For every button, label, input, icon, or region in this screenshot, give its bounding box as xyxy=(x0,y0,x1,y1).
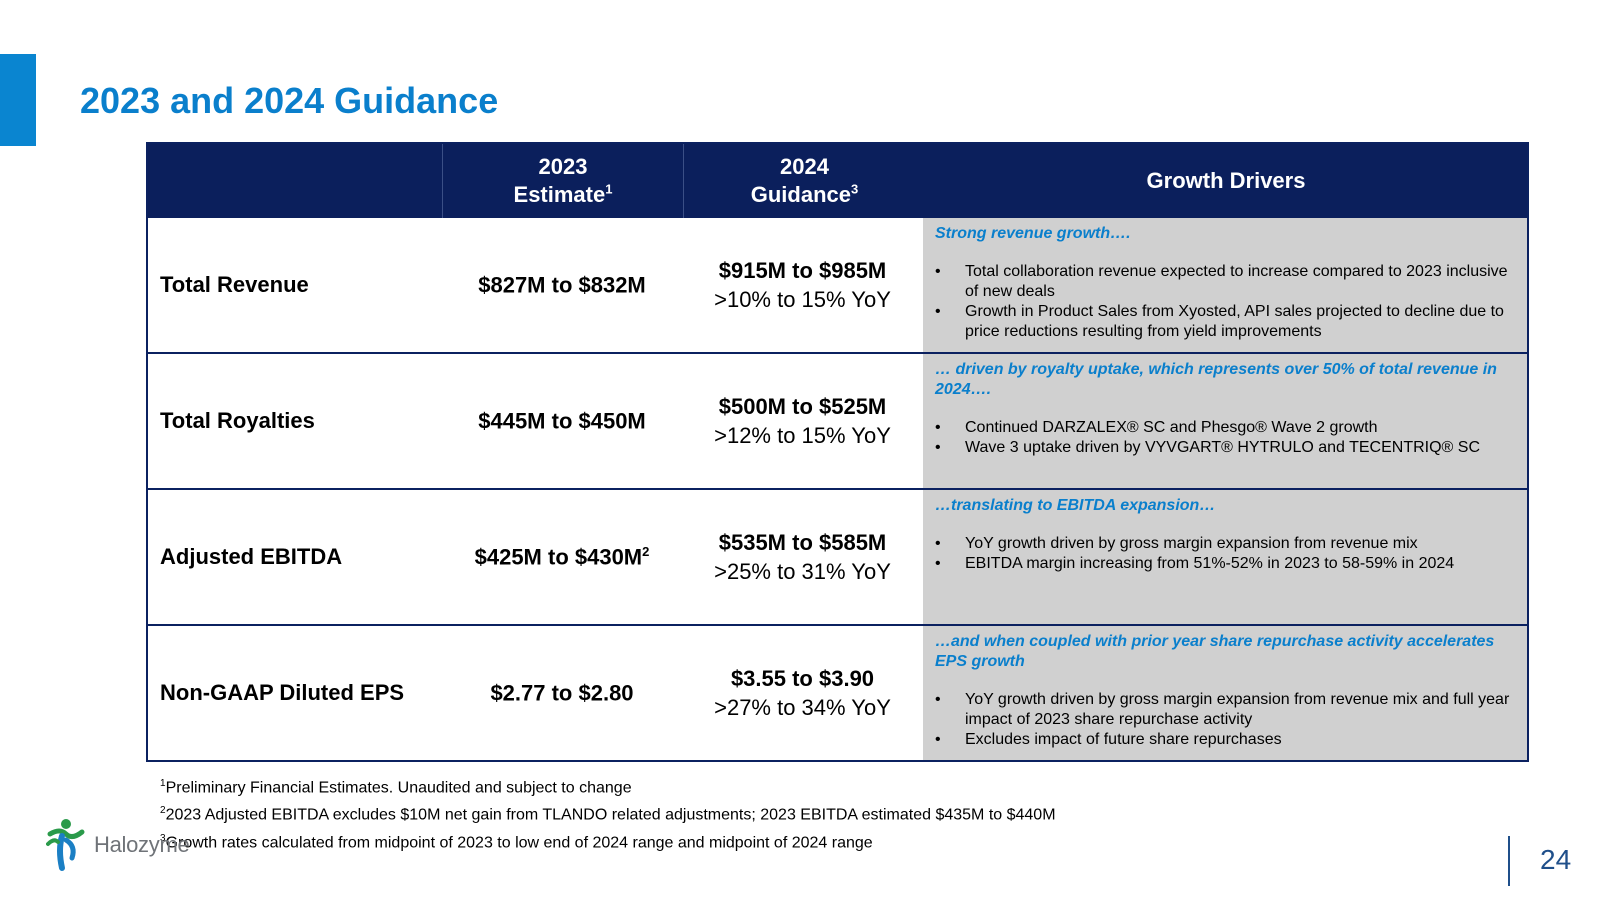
driver-bullet: Growth in Product Sales from Xyosted, AP… xyxy=(935,302,1513,342)
growth-drivers-cell: …and when coupled with prior year share … xyxy=(923,626,1527,760)
halozyme-figure-icon xyxy=(46,819,85,871)
footnote-ref: 2 xyxy=(642,543,650,559)
guidance-cell: $3.55 to $3.90 >27% to 34% YoY xyxy=(682,626,923,760)
estimate-cell: $827M to $832M xyxy=(442,218,682,352)
header-estimate-label: Estimate xyxy=(513,182,606,207)
driver-bullet: Total collaboration revenue expected to … xyxy=(935,262,1513,302)
driver-heading: …translating to EBITDA expansion… xyxy=(935,497,1216,514)
page-title: 2023 and 2024 Guidance xyxy=(80,80,499,121)
footnote-ref: 1 xyxy=(605,181,613,197)
table-row: Adjusted EBITDA $425M to $430M2 $535M to… xyxy=(148,488,1527,624)
guidance-growth: >25% to 31% YoY xyxy=(714,559,891,584)
driver-bullet: YoY growth driven by gross margin expans… xyxy=(935,534,1513,554)
guidance-growth: >27% to 34% YoY xyxy=(714,695,891,720)
guidance-range: $915M to $985M xyxy=(718,258,887,283)
page-number: 24 xyxy=(1540,844,1572,875)
logo-text: Halozyme xyxy=(94,832,190,857)
metric-label: Adjusted EBITDA xyxy=(160,544,343,569)
guidance-cell: $535M to $585M >25% to 31% YoY xyxy=(682,490,923,624)
table-row: Total Royalties $445M to $450M $500M to … xyxy=(148,352,1527,488)
table-header: 2023 Estimate1 2024 Guidance3 Growth Dri… xyxy=(148,144,1527,218)
driver-bullet: Excludes impact of future share repurcha… xyxy=(935,730,1513,750)
guidance-range: $500M to $525M xyxy=(718,394,887,419)
driver-list: Continued DARZALEX® SC and Phesgo® Wave … xyxy=(935,418,1513,458)
header-estimate-year: 2023 xyxy=(538,154,588,179)
footnotes: 1Preliminary Financial Estimates. Unaudi… xyxy=(160,772,1056,854)
driver-heading: …and when coupled with prior year share … xyxy=(935,633,1495,670)
driver-list: YoY growth driven by gross margin expans… xyxy=(935,690,1513,750)
guidance-cell: $915M to $985M >10% to 15% YoY xyxy=(682,218,923,352)
driver-bullet: EBITDA margin increasing from 51%-52% in… xyxy=(935,554,1513,574)
guidance-cell: $500M to $525M >12% to 15% YoY xyxy=(682,354,923,488)
footnote: 1Preliminary Financial Estimates. Unaudi… xyxy=(160,778,632,797)
estimate-cell: $445M to $450M xyxy=(442,354,682,488)
metric-label: Total Royalties xyxy=(160,408,315,433)
driver-heading: … driven by royalty uptake, which repres… xyxy=(935,361,1497,398)
page-divider xyxy=(1508,836,1510,886)
driver-list: Total collaboration revenue expected to … xyxy=(935,262,1513,342)
driver-bullet: Continued DARZALEX® SC and Phesgo® Wave … xyxy=(935,418,1513,438)
estimate-value: $2.77 to $2.80 xyxy=(490,680,634,706)
driver-list: YoY growth driven by gross margin expans… xyxy=(935,534,1513,574)
metric-label: Total Revenue xyxy=(160,272,309,297)
metric-label: Non-GAAP Diluted EPS xyxy=(160,680,405,705)
driver-bullet: YoY growth driven by gross margin expans… xyxy=(935,690,1513,730)
footnote: 22023 Adjusted EBITDA excludes $10M net … xyxy=(160,805,1056,824)
footnote: 3Growth rates calculated from midpoint o… xyxy=(160,832,873,851)
guidance-range: $535M to $585M xyxy=(718,530,887,555)
estimate-value: $445M to $450M xyxy=(478,408,646,434)
footnote-ref: 3 xyxy=(851,181,859,197)
guidance-table: 2023 Estimate1 2024 Guidance3 Growth Dri… xyxy=(146,142,1529,762)
growth-drivers-cell: …translating to EBITDA expansion… YoY gr… xyxy=(923,490,1527,624)
header-guidance-label: Guidance xyxy=(750,182,851,207)
driver-bullet: Wave 3 uptake driven by VYVGART® HYTRULO… xyxy=(935,438,1513,458)
estimate-value: $827M to $832M xyxy=(478,272,646,298)
header-growth-drivers: Growth Drivers xyxy=(1146,168,1306,193)
guidance-growth: >12% to 15% YoY xyxy=(714,423,891,448)
halozyme-logo: Halozyme xyxy=(46,818,190,872)
table-row: Total Revenue $827M to $832M $915M to $9… xyxy=(148,218,1527,352)
growth-drivers-cell: Strong revenue growth…. Total collaborat… xyxy=(923,218,1527,352)
header-estimate: 2023 Estimate1 xyxy=(443,144,684,218)
estimate-cell: $2.77 to $2.80 xyxy=(442,626,682,760)
growth-drivers-cell: … driven by royalty uptake, which repres… xyxy=(923,354,1527,488)
guidance-growth: >10% to 15% YoY xyxy=(714,287,891,312)
guidance-range: $3.55 to $3.90 xyxy=(730,666,875,691)
estimate-value: $425M to $430M xyxy=(474,544,643,570)
estimate-cell: $425M to $430M2 xyxy=(442,490,682,624)
header-metric xyxy=(148,144,443,218)
accent-bar xyxy=(0,54,36,146)
header-guidance: 2024 Guidance3 xyxy=(684,144,925,218)
header-guidance-year: 2024 xyxy=(780,154,829,179)
table-row: Non-GAAP Diluted EPS $2.77 to $2.80 $3.5… xyxy=(148,624,1527,760)
driver-heading: Strong revenue growth…. xyxy=(935,225,1131,242)
